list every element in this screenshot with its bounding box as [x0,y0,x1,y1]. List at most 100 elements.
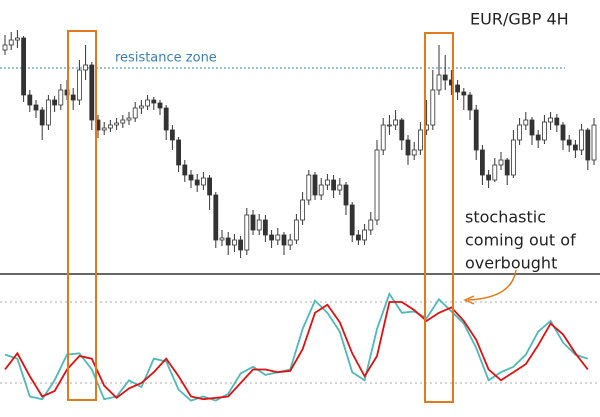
candle-body [585,129,591,161]
resistance-label: resistance zone [115,51,217,66]
candle-body [219,237,225,241]
candle-body [355,234,361,241]
candle-body [182,164,188,176]
candle-body [46,99,51,126]
candle-body [14,37,20,41]
candle-body [386,124,392,127]
candle-body [114,122,119,126]
highlight-box [67,30,97,401]
candle-body [225,237,231,246]
annotation-text: stochastic [465,208,546,227]
oscillator-panel: stochastic coming out of overbought [0,208,600,402]
candle-body [281,234,287,246]
candle-body [27,94,33,106]
candle-body [542,121,547,141]
candle-body [349,204,355,236]
candle-body [529,119,535,136]
candle-body [39,109,45,126]
candle-body [176,139,182,166]
candle-body [455,84,461,93]
candle-body [138,105,144,109]
candle-body [77,69,82,101]
candle-body [312,174,318,196]
candle-body [8,39,14,46]
candle-body [238,239,244,251]
candle-body [554,117,560,126]
candle-body [169,129,175,141]
candle-body [2,44,8,51]
candle-body [492,164,498,181]
annotation-text: coming out of [465,231,576,250]
candle-body [566,139,572,146]
candle-body [287,239,293,246]
candle-body [579,129,584,151]
candle-body [405,139,411,156]
candle-body [411,149,417,156]
candle-body [560,124,566,141]
candle-body [70,94,76,101]
candle-body [368,219,374,231]
candle-body [52,99,57,106]
candle-body [293,219,299,241]
candle-body [473,109,479,151]
candle-body [517,124,522,141]
candle-body [331,179,337,191]
candle-body [436,74,442,91]
candle-body [442,74,448,81]
candle-body [374,149,380,221]
candle-body [417,129,423,151]
candle-body [318,184,324,196]
candle-body [145,99,151,107]
candle-body [523,119,529,126]
candle-body [479,149,485,176]
candle-body [467,94,473,111]
candle-body [200,177,206,186]
candle-body [213,194,219,241]
candle-body [151,99,157,104]
candle-body [591,124,597,161]
candle-body [188,174,194,181]
candle-body [231,239,237,246]
candle-body [498,159,504,166]
candle-body [362,229,368,241]
candle-body [132,107,138,119]
candle-body [573,144,578,151]
candle-body [244,214,250,251]
candle-body [58,89,64,106]
candle-body [548,117,553,123]
candle-body [306,174,312,201]
candle-body [430,89,436,126]
candle-body [21,37,27,96]
candle-body [256,219,262,231]
candle-body [194,179,200,186]
stochastic-line [4,291,589,402]
candle-body [269,234,275,241]
candle-body [275,234,281,241]
candle-body [510,139,516,176]
candle-body [300,199,306,221]
arrow-head [463,295,475,305]
candle-body [120,119,126,124]
annotation-arrow [467,269,517,301]
candle-body [101,127,107,131]
candle-body [486,174,492,181]
candle-body [33,104,39,111]
candle-body [393,119,399,126]
candle-body [535,134,541,141]
price-panel: resistance zone [0,30,597,258]
annotation-text: overbought [465,254,557,273]
candle-body [83,64,88,71]
candle-body [108,124,113,129]
candle-body [250,214,256,231]
candle-body [399,119,405,141]
candle-body [504,159,510,176]
candle-body [380,124,386,151]
candle-body [262,219,268,236]
candle-body [207,177,213,196]
candle-body [157,102,163,109]
candle-body [163,107,169,131]
candle-body [324,179,330,186]
candle-body [89,64,95,121]
